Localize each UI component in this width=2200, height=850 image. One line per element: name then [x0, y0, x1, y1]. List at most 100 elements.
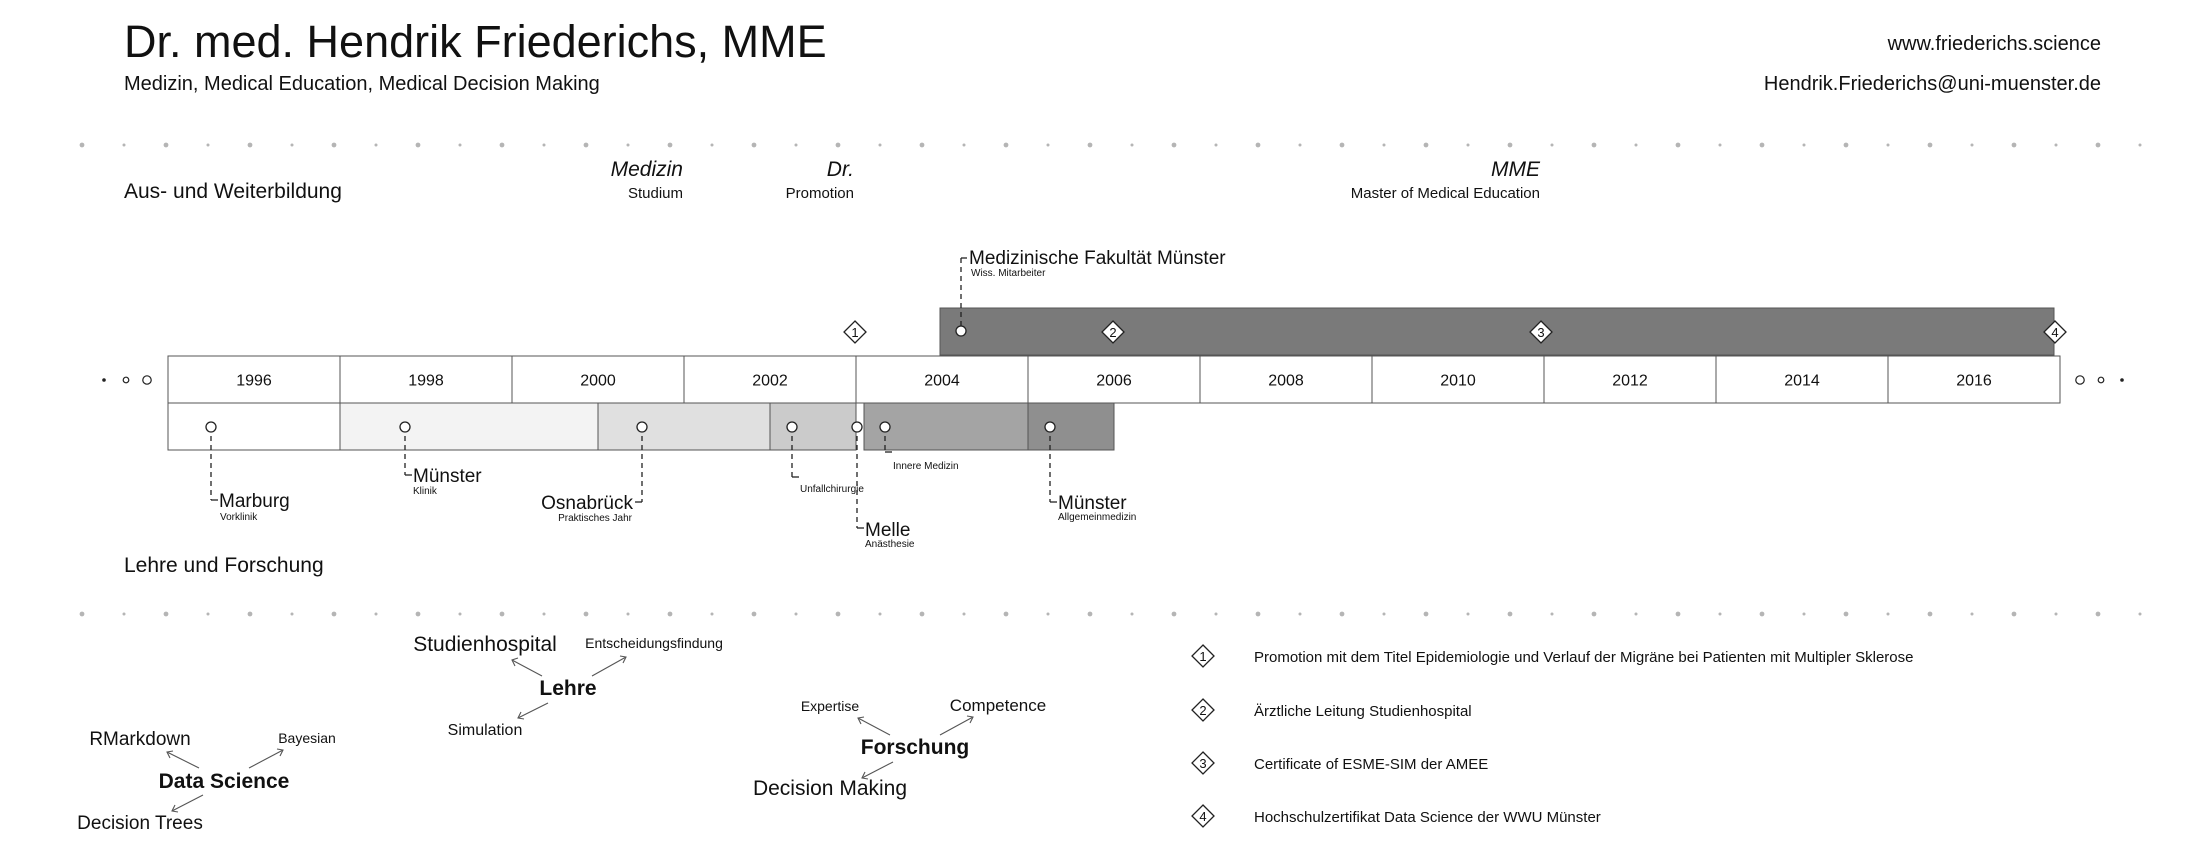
separator-dot	[1466, 612, 1470, 616]
legend-text: Hochschulzertifikat Data Science der WWU…	[1254, 809, 1601, 826]
station-dot	[786, 421, 798, 433]
year-cell	[167, 355, 341, 404]
separator-dot	[1046, 612, 1050, 616]
separator-dot	[583, 142, 589, 148]
separator-dot	[458, 143, 462, 147]
separator-dot	[751, 142, 757, 148]
mindmap-arrow	[248, 749, 284, 769]
upper-station-bar	[939, 307, 2055, 356]
diamond-shape	[1191, 804, 1215, 828]
separator-dot	[1423, 142, 1429, 148]
year-label: 2014	[1784, 373, 1820, 390]
ellipsis-dot	[122, 376, 130, 384]
mindmap-center: Data Science	[159, 770, 290, 793]
station-bar-osnabrueck	[597, 402, 771, 451]
year-label: 2004	[924, 373, 960, 390]
separator-dot	[2138, 612, 2142, 616]
year-label: 2010	[1440, 373, 1476, 390]
year-cell	[1027, 355, 1201, 404]
email-link[interactable]: Hendrik.Friederichs@uni-muenster.de	[1763, 73, 2101, 95]
legend-number: 3	[1199, 756, 1206, 771]
separator-dot	[1466, 143, 1470, 147]
mindmap-arrow	[857, 717, 891, 736]
mindmap-item: Expertise	[801, 698, 860, 714]
diamond-shape	[843, 320, 867, 344]
degree-subtitle: Promotion	[786, 185, 854, 202]
separator-dot	[1003, 611, 1009, 617]
mindmap-item: RMarkdown	[89, 729, 190, 750]
upper-station-place: Medizinische Fakultät Münster	[969, 248, 1226, 269]
year-cell	[1199, 355, 1373, 404]
separator-dot	[1298, 612, 1302, 616]
degree-title: MME	[1491, 158, 1541, 181]
ellipsis-dot	[102, 378, 106, 382]
mindmap-data-science: Data Science RMarkdown Bayesian Decision…	[77, 729, 336, 834]
station-role: Unfallchirurgie	[800, 484, 864, 495]
separator-dot	[374, 143, 378, 147]
year-label: 2016	[1956, 373, 1992, 390]
year-label: 1996	[236, 373, 272, 390]
separator-dot	[374, 612, 378, 616]
diamond-shape	[1101, 320, 1125, 344]
mindmap-arrow	[166, 751, 200, 769]
separator-dot	[247, 611, 253, 617]
legend-text: Promotion mit dem Titel Epidemiologie un…	[1254, 649, 1914, 666]
mindmap-lehre: Lehre Studienhospital Entscheidungsfindu…	[413, 633, 723, 739]
degree-dr: Dr. Promotion	[786, 158, 854, 202]
separator-dot	[2095, 611, 2101, 617]
station-role: Vorklinik	[220, 512, 258, 523]
separator-dot	[1634, 612, 1638, 616]
separator-dot	[206, 143, 210, 147]
upper-station-dot	[955, 325, 967, 337]
mindmap-item: Decision Trees	[77, 813, 203, 834]
separator-dot	[1802, 612, 1806, 616]
mindmap-item: Studienhospital	[413, 633, 557, 656]
separator-dot	[2138, 143, 2142, 147]
separator-dot	[1130, 143, 1134, 147]
legend-text: Ärztliche Leitung Studienhospital	[1254, 703, 1472, 720]
separator-dot	[1130, 612, 1134, 616]
separator-dot	[163, 611, 169, 617]
website-link[interactable]: www.friederichs.science	[1887, 33, 2101, 55]
station-place: Melle	[865, 520, 910, 541]
separator-dot	[1759, 611, 1765, 617]
separator-dot	[331, 611, 337, 617]
separator-dot	[962, 143, 966, 147]
separator-dot	[710, 143, 714, 147]
separator-dot	[710, 612, 714, 616]
year-axis: 1996 1998 2000 2002 2004 2006 2008 2010 2012 2014…	[167, 355, 2061, 404]
separator-dot	[794, 612, 798, 616]
degree-title: Medizin	[611, 158, 683, 181]
separator-dot	[79, 611, 85, 617]
milestone-number: 2	[1109, 325, 1116, 340]
milestone-1-marker: 1	[843, 320, 867, 344]
separator-dot	[1214, 612, 1218, 616]
separator-dot	[122, 143, 126, 147]
separator-dot	[122, 612, 126, 616]
separator-dot	[163, 142, 169, 148]
mindmap-forschung: Forschung Expertise Competence Decision …	[753, 696, 1046, 800]
separator-dot	[835, 142, 841, 148]
separator-dot	[1675, 611, 1681, 617]
separator-dot	[1382, 612, 1386, 616]
mindmap-arrow	[517, 702, 549, 719]
separator-dot	[1802, 143, 1806, 147]
mindmap-arrow	[511, 659, 543, 677]
ellipsis-dot	[2120, 378, 2124, 382]
separator-dot	[499, 611, 505, 617]
station-role: Klinik	[413, 486, 438, 497]
section-teaching-title: Lehre und Forschung	[124, 554, 324, 577]
section-education-title: Aus- und Weiterbildung	[124, 180, 342, 203]
ellipsis-dot	[142, 375, 152, 385]
separator-dot	[542, 143, 546, 147]
separator-dot	[1255, 611, 1261, 617]
mindmap-item: Simulation	[448, 722, 523, 739]
separator-dot	[1507, 142, 1513, 148]
ellipsis-dot	[2097, 376, 2105, 384]
degree-subtitle: Master of Medical Education	[1351, 185, 1540, 202]
station-dot	[1044, 421, 1056, 433]
dotted-separator-middle	[79, 611, 2142, 617]
separator-dot	[1214, 143, 1218, 147]
separator-dot	[415, 142, 421, 148]
separator-dot	[2054, 612, 2058, 616]
